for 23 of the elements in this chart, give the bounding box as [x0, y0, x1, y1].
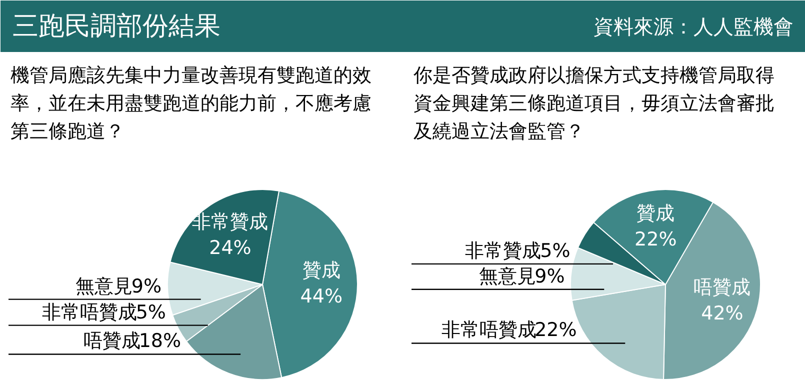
- data-label: 22%: [534, 319, 577, 342]
- data-label: 9%: [534, 265, 565, 288]
- slice-label: 贊成: [302, 260, 340, 282]
- data-label: 42%: [701, 302, 744, 324]
- data-label: 24%: [209, 237, 252, 260]
- slice-label: 無意見: [478, 265, 536, 288]
- data-label: 44%: [300, 286, 343, 308]
- text: 三跑民調部份結果: [12, 12, 220, 42]
- slice-label: 非常唔贊成: [42, 301, 137, 324]
- source-note: 資料來源：人人監機會: [594, 14, 794, 38]
- data-label: 9%: [131, 275, 162, 298]
- slice-label: 唔贊成: [694, 276, 751, 298]
- chart-title: 機管局應該先集中力量改善現有雙跑道的效率，並在未用盡雙跑道的能力前，不應考慮第三條跑道？: [10, 64, 372, 142]
- slice-label: 贊成: [636, 202, 675, 224]
- slice-label: 非常贊成: [465, 240, 542, 262]
- slice-label: 無意見: [76, 275, 133, 298]
- slice-label: 非常唔贊成: [441, 319, 536, 342]
- data-label: 18%: [138, 330, 182, 352]
- slice-label: 唔贊成: [84, 330, 141, 352]
- data-label: 22%: [634, 228, 677, 250]
- chart-title: 你是否贊成政府以擔保方式支持機管局取得資金興建第三條跑道項目，毋須立法會審批及繞過立法會監管？: [412, 64, 774, 142]
- data-label: 5%: [136, 301, 166, 324]
- data-label: 5%: [540, 240, 570, 262]
